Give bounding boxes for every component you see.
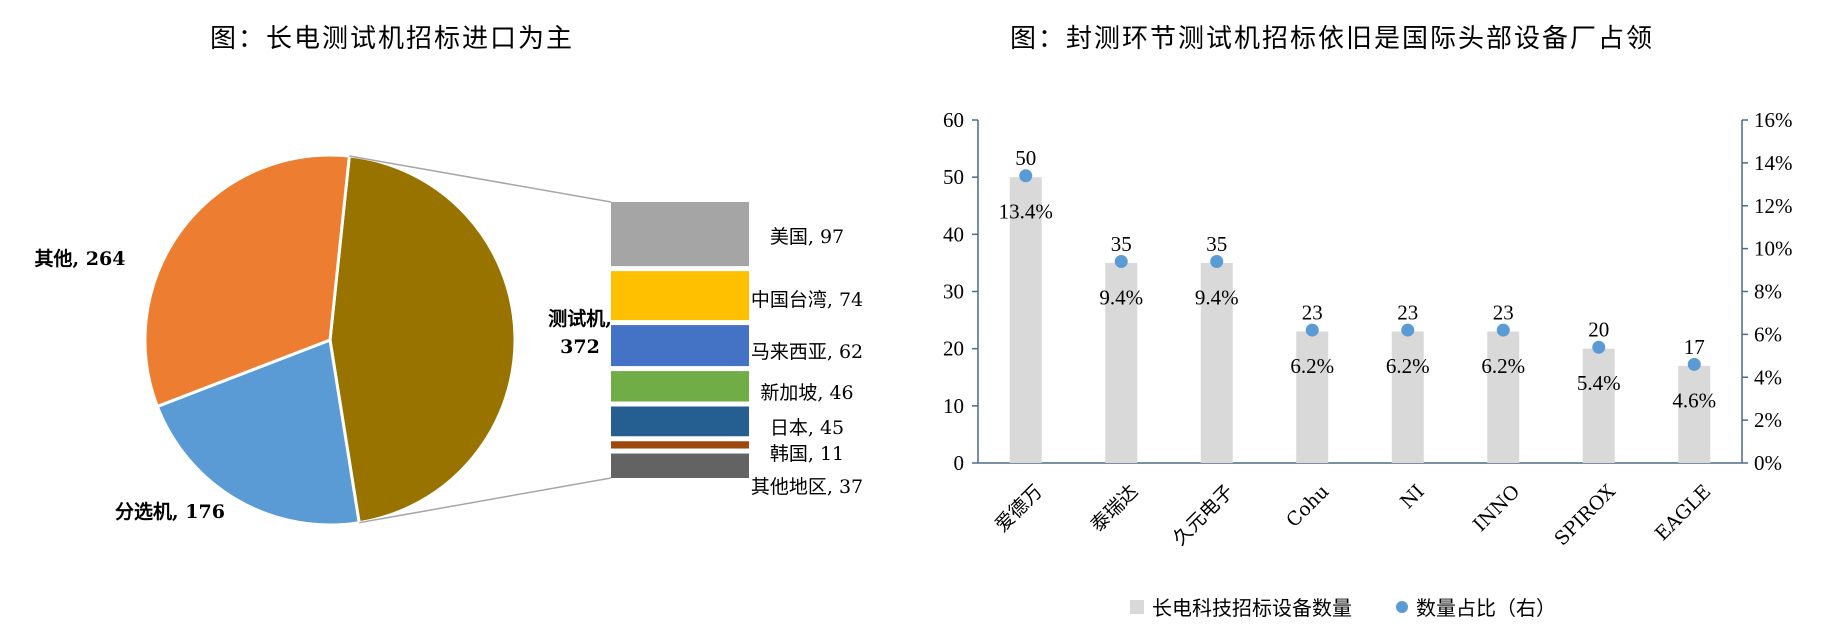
share-dot-1	[1114, 254, 1128, 268]
breakdown-label-0: 美国, 97	[770, 226, 844, 248]
breakdown-label-3: 新加坡, 46	[760, 382, 853, 404]
category-label-1: 泰瑞达	[1087, 481, 1143, 537]
legend-label-count: 长电科技招标设备数量	[1152, 596, 1352, 620]
category-label-0: 爱德万	[991, 481, 1047, 537]
right-tick-label: 4%	[1754, 365, 1782, 389]
breakdown-bar-0	[611, 202, 749, 267]
share-dot-4	[1401, 323, 1415, 337]
left-tick-label: 10	[943, 394, 964, 418]
share-value-label-2: 9.4%	[1195, 285, 1239, 309]
breakdown-label-4: 日本, 45	[770, 417, 844, 439]
share-dot-6	[1592, 340, 1606, 354]
bar-value-label-5: 23	[1493, 301, 1514, 325]
breakdown-label-2: 马来西亚, 62	[751, 341, 863, 363]
bar-value-label-3: 23	[1302, 301, 1323, 325]
category-label-5: INNO	[1469, 481, 1524, 536]
category-label-3: Cohu	[1282, 481, 1333, 532]
pie-slice-1	[155, 337, 361, 527]
share-dot-0	[1019, 169, 1033, 183]
share-value-label-4: 6.2%	[1386, 354, 1430, 378]
share-value-label-1: 9.4%	[1099, 285, 1143, 309]
share-value-label-7: 4.6%	[1672, 388, 1716, 412]
pie-chart: 测试机, 372 分选机, 176 其他, 264 美国, 97 中国台湾, 74 马来西亚…	[35, 153, 863, 527]
bar-1	[1105, 262, 1138, 463]
category-label-6: SPIROX	[1550, 480, 1620, 550]
right-tick-label: 8%	[1754, 280, 1782, 304]
left-tick-label: 60	[943, 108, 964, 132]
left-tick-label: 50	[943, 165, 964, 189]
left-tick-label: 40	[943, 222, 964, 246]
bar-7	[1678, 365, 1711, 463]
bar-0	[1009, 177, 1042, 463]
pie-slice-2	[143, 153, 351, 409]
bar-value-label-4: 23	[1397, 301, 1418, 325]
pie-slice-label-1: 分选机, 176	[115, 501, 225, 523]
connector-line-top	[349, 155, 612, 203]
right-tick-label: 6%	[1754, 322, 1782, 346]
category-label-4: NI	[1396, 481, 1429, 514]
right-chart-title: 图：封测环节测试机招标依旧是国际头部设备厂占领	[1010, 24, 1655, 54]
pie-slice-label-2: 其他, 264	[35, 247, 126, 270]
right-tick-label: 12%	[1754, 194, 1793, 218]
breakdown-bar-1	[611, 271, 749, 321]
legend-swatch-bar	[1130, 599, 1144, 614]
bar-chart-legend: 长电科技招标设备数量 数量占比（右）	[1130, 592, 1600, 621]
share-value-label-5: 6.2%	[1481, 354, 1525, 378]
left-tick-label: 20	[943, 337, 964, 361]
right-tick-label: 2%	[1754, 408, 1782, 432]
bar-4	[1391, 331, 1424, 463]
breakdown-bar-3	[611, 371, 749, 402]
bar-5	[1487, 331, 1520, 463]
legend-swatch-dot	[1396, 600, 1408, 613]
bar-value-label-7: 17	[1684, 335, 1705, 359]
bar-value-label-1: 35	[1111, 232, 1132, 256]
category-label-2: 久元电子	[1169, 481, 1238, 550]
connector-line-bottom	[359, 477, 612, 524]
bar-6	[1582, 348, 1615, 463]
breakdown-bar-6	[611, 453, 749, 478]
share-value-label-6: 5.4%	[1577, 371, 1621, 395]
breakdown-bar-5	[611, 441, 749, 449]
legend-item-share: 数量占比（右）	[1396, 592, 1556, 621]
right-tick-label: 0%	[1754, 451, 1782, 475]
breakdown-bar-2	[611, 325, 749, 367]
bar-value-label-2: 35	[1206, 232, 1227, 256]
share-dot-7	[1687, 357, 1701, 371]
right-tick-label: 16%	[1754, 108, 1793, 132]
right-tick-label: 14%	[1754, 151, 1793, 175]
category-label-7: EAGLE	[1651, 481, 1716, 546]
bar-value-label-0: 50	[1015, 146, 1036, 170]
pie-slice-label-0: 测试机, 372	[548, 308, 612, 358]
bar-3	[1296, 331, 1329, 463]
share-dot-5	[1496, 323, 1510, 337]
share-dot-2	[1210, 254, 1224, 268]
legend-label-share: 数量占比（右）	[1416, 596, 1556, 620]
right-tick-label: 10%	[1754, 237, 1793, 261]
breakdown-bar-4	[611, 406, 749, 437]
breakdown-label-1: 中国台湾, 74	[751, 289, 863, 311]
share-value-label-0: 13.4%	[999, 200, 1053, 224]
share-dot-3	[1305, 323, 1319, 337]
share-value-label-3: 6.2%	[1290, 354, 1334, 378]
left-tick-label: 0	[954, 451, 965, 475]
left-chart-title: 图：长电测试机招标进口为主	[210, 24, 575, 54]
breakdown-label-5: 韩国, 11	[770, 443, 844, 465]
breakdown-label-6: 其他地区, 37	[751, 476, 863, 498]
left-tick-label: 30	[943, 280, 964, 304]
pie-slice-0	[328, 154, 517, 525]
bar-value-label-6: 20	[1588, 318, 1609, 342]
bar-2	[1200, 262, 1233, 463]
legend-item-count: 长电科技招标设备数量	[1130, 592, 1352, 621]
